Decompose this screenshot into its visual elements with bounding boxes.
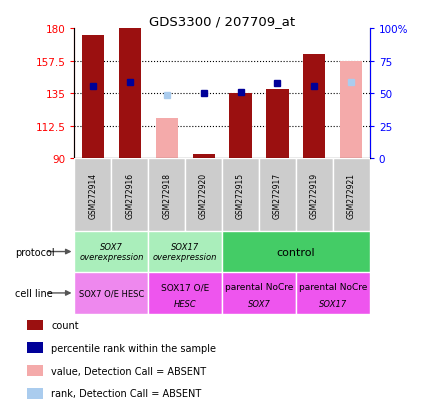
Text: GSM272918: GSM272918 xyxy=(162,172,171,218)
Text: GSM272917: GSM272917 xyxy=(273,172,282,218)
Bar xyxy=(156,119,178,159)
Bar xyxy=(222,273,296,314)
Text: cell line: cell line xyxy=(15,288,53,298)
FancyBboxPatch shape xyxy=(296,159,333,231)
Bar xyxy=(230,94,252,159)
Text: rank, Detection Call = ABSENT: rank, Detection Call = ABSENT xyxy=(51,388,202,399)
Bar xyxy=(148,231,222,273)
Bar xyxy=(119,29,141,159)
Text: SOX7: SOX7 xyxy=(247,299,270,308)
Bar xyxy=(74,231,148,273)
FancyBboxPatch shape xyxy=(111,159,148,231)
Bar xyxy=(296,273,370,314)
Text: parental NoCre: parental NoCre xyxy=(299,282,367,292)
FancyBboxPatch shape xyxy=(333,159,370,231)
FancyBboxPatch shape xyxy=(185,159,222,231)
Bar xyxy=(222,231,370,273)
Text: GSM272915: GSM272915 xyxy=(236,172,245,218)
Bar xyxy=(27,365,43,376)
Text: protocol: protocol xyxy=(15,247,54,257)
Bar xyxy=(303,55,326,159)
Text: count: count xyxy=(51,320,79,330)
Bar xyxy=(27,342,43,354)
FancyBboxPatch shape xyxy=(74,159,111,231)
Text: SOX17: SOX17 xyxy=(319,299,347,308)
Text: percentile rank within the sample: percentile rank within the sample xyxy=(51,343,216,353)
Bar xyxy=(148,273,222,314)
Text: SOX17
overexpression: SOX17 overexpression xyxy=(153,242,217,261)
Text: parental NoCre: parental NoCre xyxy=(225,282,293,292)
FancyBboxPatch shape xyxy=(148,159,185,231)
FancyBboxPatch shape xyxy=(259,159,296,231)
Text: SOX7
overexpression: SOX7 overexpression xyxy=(79,242,144,261)
Text: GSM272916: GSM272916 xyxy=(125,172,134,218)
FancyBboxPatch shape xyxy=(222,159,259,231)
Bar xyxy=(266,90,289,159)
Text: SOX17 O/E: SOX17 O/E xyxy=(161,282,209,292)
Bar xyxy=(27,388,43,399)
Text: SOX7 O/E HESC: SOX7 O/E HESC xyxy=(79,289,144,298)
Bar xyxy=(193,155,215,159)
Bar xyxy=(82,36,104,159)
Text: value, Detection Call = ABSENT: value, Detection Call = ABSENT xyxy=(51,366,207,376)
Bar xyxy=(27,320,43,331)
Text: GSM272919: GSM272919 xyxy=(310,172,319,218)
Title: GDS3300 / 207709_at: GDS3300 / 207709_at xyxy=(149,15,295,28)
Bar xyxy=(74,273,148,314)
Text: HESC: HESC xyxy=(174,299,196,308)
Bar xyxy=(340,62,363,159)
Text: GSM272921: GSM272921 xyxy=(347,172,356,218)
Text: control: control xyxy=(277,247,315,257)
Text: GSM272920: GSM272920 xyxy=(199,172,208,218)
Text: GSM272914: GSM272914 xyxy=(88,172,97,218)
